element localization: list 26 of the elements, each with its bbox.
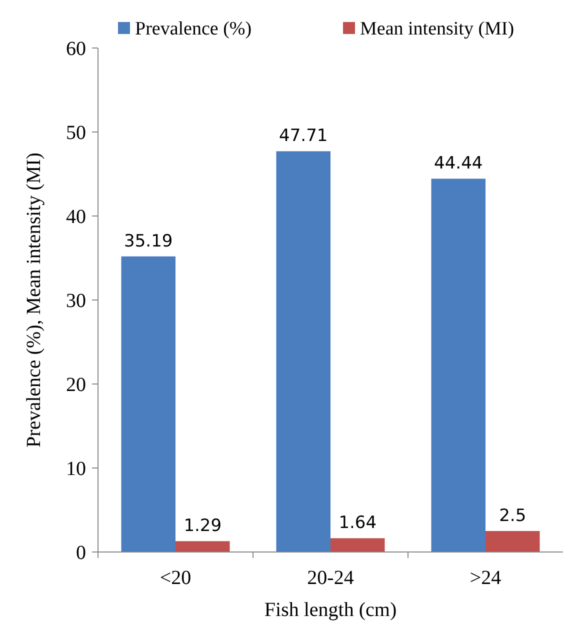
data-label: 2.5 bbox=[499, 506, 526, 526]
bar bbox=[486, 531, 540, 552]
legend-label: Mean intensity (MI) bbox=[360, 18, 514, 40]
data-label: 35.19 bbox=[124, 231, 173, 252]
y-tick-label: 20 bbox=[66, 374, 86, 396]
bar bbox=[431, 178, 486, 552]
x-tick-label: <20 bbox=[160, 567, 192, 589]
y-tick-label: 40 bbox=[66, 206, 86, 228]
y-tick-label: 30 bbox=[66, 290, 86, 312]
data-label: 47.71 bbox=[279, 126, 328, 146]
bar bbox=[276, 151, 330, 552]
data-label: 1.29 bbox=[184, 516, 222, 536]
bar bbox=[121, 256, 176, 552]
legend-label: Prevalence (%) bbox=[135, 18, 252, 40]
y-tick-label: 0 bbox=[76, 542, 86, 564]
data-label: 44.44 bbox=[434, 154, 483, 174]
y-axis-title: Prevalence (%), Mean intensity (MI) bbox=[23, 152, 45, 448]
data-label: 1.64 bbox=[338, 513, 377, 534]
y-tick-label: 50 bbox=[66, 122, 86, 144]
x-tick-label: 20-24 bbox=[307, 567, 354, 589]
bar bbox=[176, 541, 230, 552]
x-axis-title: Fish length (cm) bbox=[264, 599, 397, 621]
bar bbox=[330, 538, 385, 552]
y-tick-label: 60 bbox=[66, 38, 86, 60]
x-tick-label: >24 bbox=[470, 567, 502, 589]
y-tick-label: 10 bbox=[66, 458, 86, 480]
